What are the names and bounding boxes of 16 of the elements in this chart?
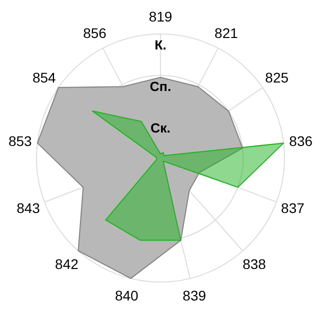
y-tick-label: Ск. [150, 120, 170, 136]
spoke-label: 819 [148, 8, 172, 25]
spoke-label: 836 [289, 132, 313, 149]
spoke-label: 825 [265, 70, 289, 86]
spoke-label: 821 [214, 24, 238, 41]
spoke-label: 838 [242, 256, 266, 272]
y-tick-label: К. [154, 38, 166, 53]
y-tick-label: Сп. [150, 79, 172, 94]
spoke-label: 853 [8, 132, 32, 149]
spoke-label: 856 [83, 24, 107, 41]
spoke-label: 842 [55, 256, 79, 272]
spoke-label: 854 [32, 70, 56, 86]
spoke-label: 843 [16, 200, 40, 216]
spoke-label: 840 [114, 287, 139, 304]
spoke-label: 837 [281, 200, 305, 216]
spoke-label: 839 [182, 287, 206, 304]
